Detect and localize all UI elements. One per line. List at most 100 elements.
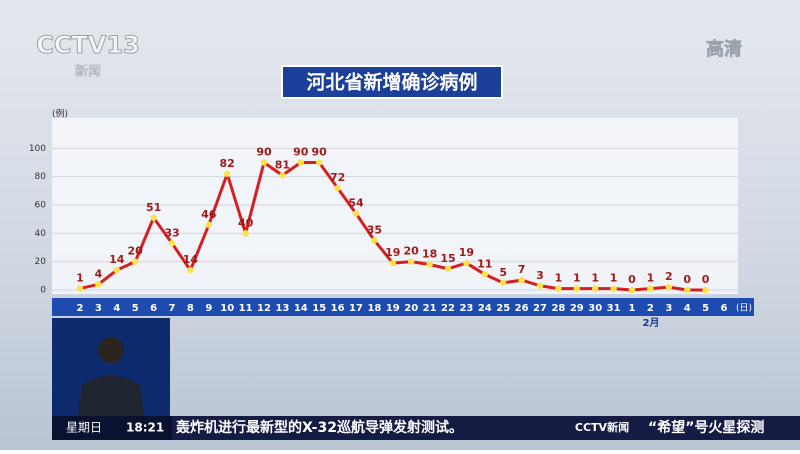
chart-title: 河北省新增确诊病例 [306,71,477,94]
data-label: 7 [518,263,526,276]
month-label: 2月 [643,317,660,329]
data-label: 20 [404,245,420,258]
point [371,237,378,244]
x-tick-label: 15 [312,303,326,314]
signer-body [78,375,144,416]
y-tick-label: 80 [35,172,47,182]
x-tick-label: 27 [533,303,547,314]
x-tick-label: 6 [721,303,728,314]
data-label: 19 [459,246,474,259]
point [260,159,268,166]
x-tick-label: 11 [239,303,253,314]
data-label: 90 [256,146,272,159]
point [76,285,84,292]
point [187,266,194,274]
point [555,285,562,292]
point [389,259,396,267]
point [132,258,139,265]
data-label: 18 [422,248,437,261]
x-tick-label: 5 [702,303,709,314]
x-tick-label: 2 [77,303,84,314]
x-tick-label: 6 [150,303,157,314]
x-tick-label: 30 [588,303,602,314]
data-label: 4 [95,267,103,280]
x-tick-label: 24 [478,303,492,314]
data-label: 33 [164,226,179,239]
point [297,159,304,166]
ticker-day: 星期日 [66,421,102,435]
x-tick-label: 9 [205,303,212,314]
point [426,261,433,268]
ticker-logo: CCTV新闻 [575,420,629,434]
data-label: 0 [683,273,691,286]
point [592,285,599,292]
data-label: 90 [312,146,328,159]
point [334,184,341,192]
data-label: 2 [665,270,673,283]
y-tick-label: 0 [40,286,46,296]
x-tick-label: 19 [386,303,400,314]
x-tick-label: 13 [275,303,289,314]
x-tick-label: 20 [404,303,418,314]
point [684,286,691,294]
point [610,285,617,292]
data-label: 1 [573,272,581,285]
signer-head [98,337,124,363]
logo: CCTV13 [36,31,140,59]
y-tick-label: 40 [35,229,47,239]
point [316,159,323,166]
data-label: 5 [499,266,507,279]
point [702,286,709,294]
point [279,172,286,179]
y-tick-label: 60 [35,201,47,211]
data-label: 35 [367,223,382,236]
point [95,281,102,288]
data-label: 11 [477,257,492,270]
data-label: 72 [330,171,345,184]
x-tick-label: 14 [294,303,308,314]
data-label: 20 [128,245,144,258]
x-tick-label: 3 [665,303,672,314]
data-label: 1 [610,272,618,285]
x-tick-label: 18 [367,303,381,314]
data-label: 0 [628,273,636,286]
ticker-bar [52,416,800,440]
x-tick-label: 4 [684,303,691,314]
title-box [281,65,503,99]
data-label: 90 [293,146,309,159]
data-label: 82 [220,157,235,170]
y-tick-label: 100 [29,144,46,154]
point [628,286,636,294]
data-label: 1 [647,272,655,285]
data-label: 15 [440,252,455,265]
data-label: 0 [702,273,710,286]
x-tick-label: 17 [349,303,363,314]
data-label: 51 [146,201,161,214]
point [205,221,212,229]
x-tick-label: 10 [220,303,234,314]
point [168,240,176,247]
y-tick-label: 20 [35,257,47,267]
point [150,214,157,221]
y-unit: (例) [52,108,68,120]
ticker-next: “希望”号火星探测 [648,419,764,436]
point [573,285,580,292]
data-label: 54 [348,197,364,210]
x-unit: (日) [736,303,752,314]
x-tick-label: 2 [647,303,654,314]
x-tick-label: 8 [187,303,194,314]
x-tick-label: 16 [331,303,345,314]
data-label: 1 [76,272,84,285]
data-label: 19 [385,246,400,259]
point [463,259,470,267]
logo-sub: 新闻 [75,64,101,80]
x-tick-label: 31 [607,303,621,314]
point [408,258,415,265]
ticker-clock [52,416,172,440]
point [224,170,231,178]
x-tick-label: 5 [132,303,139,314]
point [352,210,360,217]
data-label: 40 [238,216,254,229]
point [518,276,525,284]
x-tick-label: 26 [515,303,529,314]
